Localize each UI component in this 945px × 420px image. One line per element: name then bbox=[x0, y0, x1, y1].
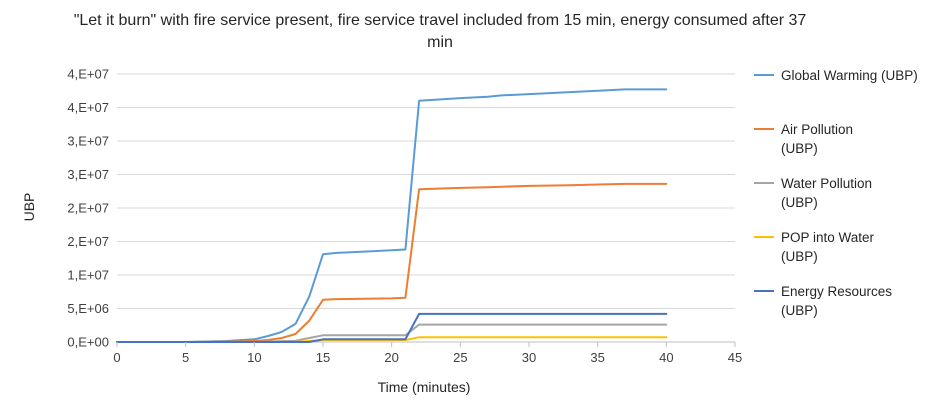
y-tick-label: 3,E+07 bbox=[67, 167, 109, 182]
y-axis-ticks: 0,E+00 5,E+06 1,E+07 2,E+07 2,E+07 3,E+07 3,E+… bbox=[67, 67, 109, 350]
legend-label: Global Warming (UBP) bbox=[781, 68, 918, 83]
x-tick-label: 0 bbox=[113, 350, 120, 365]
y-tick-label: 3,E+07 bbox=[67, 134, 109, 149]
legend-label: Air Pollution bbox=[781, 122, 853, 137]
legend: Global Warming (UBP) Air Pollution (UBP) Wa… bbox=[754, 68, 918, 318]
y-tick-label: 4,E+07 bbox=[67, 67, 109, 82]
legend-label-unit: (UBP) bbox=[781, 303, 818, 318]
y-tick-label: 5,E+06 bbox=[67, 301, 109, 316]
legend-label: Water Pollution bbox=[781, 176, 872, 191]
legend-label: Energy Resources bbox=[781, 284, 892, 299]
y-tick-label: 0,E+00 bbox=[67, 335, 109, 350]
y-tick-label: 1,E+07 bbox=[67, 268, 109, 283]
x-tick-label: 15 bbox=[316, 350, 330, 365]
x-tick-label: 25 bbox=[453, 350, 467, 365]
gridlines bbox=[117, 73, 735, 309]
x-tick-label: 45 bbox=[728, 350, 742, 365]
legend-label-unit: (UBP) bbox=[781, 195, 818, 210]
series-line-global-warming bbox=[116, 88, 668, 343]
x-tick-label: 10 bbox=[247, 350, 261, 365]
x-tick-label: 30 bbox=[522, 350, 536, 365]
y-tick-label: 2,E+07 bbox=[67, 234, 109, 249]
legend-label-unit: (UBP) bbox=[781, 249, 818, 264]
x-axis-title: Time (minutes) bbox=[378, 379, 471, 395]
y-axis-title: UBP bbox=[21, 193, 37, 222]
y-tick-label: 2,E+07 bbox=[67, 201, 109, 216]
x-tick-label: 35 bbox=[590, 350, 604, 365]
series-lines bbox=[116, 88, 668, 343]
x-tick-label: 5 bbox=[182, 350, 189, 365]
x-tick-label: 40 bbox=[659, 350, 673, 365]
legend-label: POP into Water bbox=[781, 230, 875, 245]
x-tick-label: 20 bbox=[384, 350, 398, 365]
x-axis-ticks: 0 5 10 15 20 25 30 35 40 45 bbox=[113, 342, 742, 365]
series-line-energy-resources bbox=[116, 312, 668, 343]
y-tick-label: 4,E+07 bbox=[67, 100, 109, 115]
legend-label-unit: (UBP) bbox=[781, 141, 818, 156]
series-line-air-pollution bbox=[116, 182, 668, 343]
chart-title: "Let it burn" with fire service present,… bbox=[73, 12, 807, 51]
